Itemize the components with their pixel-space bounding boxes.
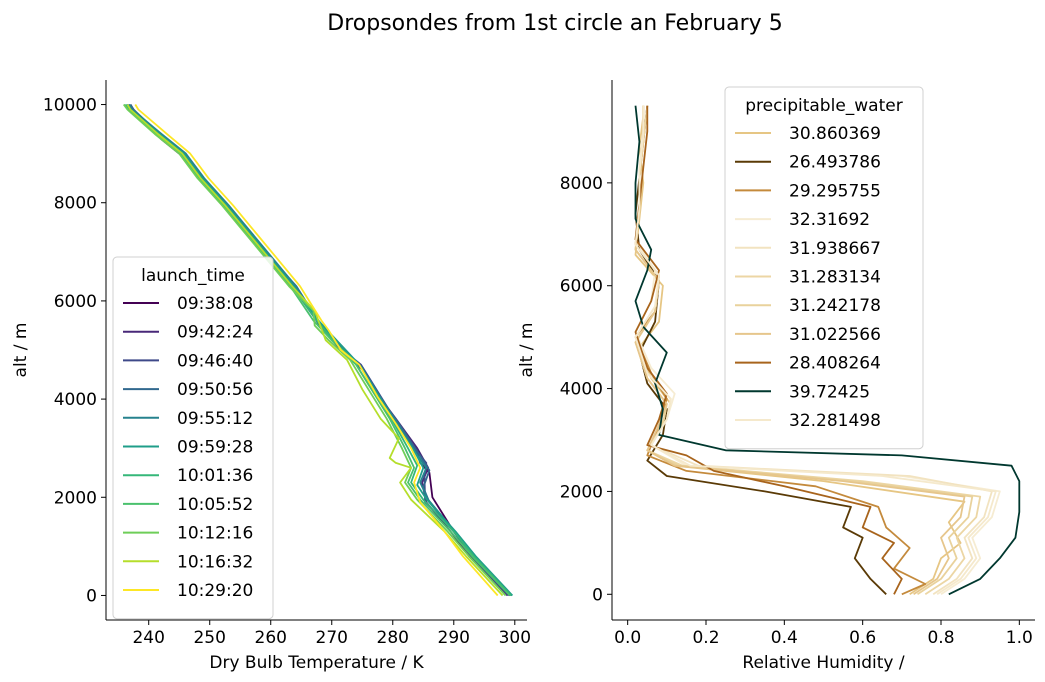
y-tick-label: 2000 [54, 488, 97, 508]
legend-entry: 10:29:20 [177, 581, 253, 601]
y-tick-label: 0 [592, 585, 603, 605]
legend: precipitable_water 30.860369 26.493786 29.2… [724, 86, 924, 450]
legend-title: launch_time [141, 266, 245, 286]
y-tick-label: 0 [86, 586, 97, 606]
x-tick-label: 0.0 [614, 628, 641, 648]
legend-entry: 32.31692 [789, 210, 870, 230]
legend-entry: 28.408264 [789, 354, 881, 374]
series-lines [634, 105, 1021, 596]
x-axis-label: Dry Bulb Temperature / K [209, 653, 424, 673]
legend-entry: 09:46:40 [177, 351, 253, 371]
temperature-panel: 240 250 260 270 280 290 300 0 2000 4000 6000 8000 10… [11, 80, 531, 673]
legend-entry: 10:05:52 [177, 495, 253, 515]
humidity-panel: 0.0 0.2 0.4 0.6 0.8 1.0 0 2000 4000 6000 8000 Relat… [517, 80, 1035, 673]
legend-frame [724, 86, 924, 450]
legend-entry: 09:42:24 [177, 323, 253, 343]
x-tick-label: 0.4 [771, 628, 798, 648]
legend-entry: 31.938667 [789, 239, 881, 259]
series-line-10 [634, 105, 997, 596]
x-tick-label: 250 [193, 628, 225, 648]
y-tick-label: 4000 [54, 390, 97, 410]
legend-entry: 10:16:32 [177, 552, 253, 572]
x-tick-label: 0.8 [927, 628, 954, 648]
x-axis-label: Relative Humidity / [742, 653, 904, 673]
legend-entry: 26.493786 [789, 153, 881, 173]
x-tick-label: 270 [316, 628, 348, 648]
y-axis-label: alt / m [11, 323, 31, 378]
series-line-7 [123, 103, 511, 597]
x-tick-label: 240 [132, 628, 164, 648]
legend-entry: 29.295755 [789, 181, 881, 201]
legend-entry: 31.022566 [789, 325, 881, 345]
series-line-8 [122, 103, 507, 597]
figure-title: Dropsondes from 1st circle an February 5 [327, 11, 782, 36]
y-tick-label: 4000 [560, 380, 603, 400]
x-tick-label: 290 [438, 628, 470, 648]
legend-frame [112, 256, 274, 620]
y-tick-label: 8000 [54, 194, 97, 214]
legend-entry: 31.242178 [789, 296, 881, 316]
legend-entry: 31.283134 [789, 268, 881, 288]
legend-entry: 09:38:08 [177, 294, 253, 314]
y-tick-label: 8000 [560, 174, 603, 194]
y-tick-label: 6000 [560, 277, 603, 297]
legend-title: precipitable_water [745, 96, 902, 116]
legend-entry: 10:01:36 [177, 466, 253, 486]
series-line-9 [126, 104, 504, 597]
y-tick-label: 2000 [560, 482, 603, 502]
x-tick-label: 300 [499, 628, 531, 648]
legend-entry: 10:12:16 [177, 524, 253, 544]
series-line-10 [134, 104, 499, 597]
legend-entry: 09:50:56 [177, 380, 253, 400]
series-lines [122, 103, 514, 597]
series-line-5 [125, 103, 514, 597]
series-line-9 [634, 105, 1021, 596]
legend-entry: 30.860369 [789, 124, 881, 144]
legend-entry: 39.72425 [789, 382, 870, 402]
x-tick-label: 1.0 [1006, 628, 1033, 648]
y-axis-label: alt / m [517, 323, 537, 378]
legend: launch_time 09:38:08 09:42:24 09:46:40 09:50… [112, 256, 274, 620]
x-tick-label: 0.2 [692, 628, 719, 648]
legend-entry: 09:55:12 [177, 409, 253, 429]
legend-entry: 32.281498 [789, 411, 881, 431]
y-tick-label: 6000 [54, 292, 97, 312]
x-tick-label: 0.6 [849, 628, 876, 648]
x-tick-label: 280 [377, 628, 409, 648]
x-tick-label: 260 [255, 628, 287, 648]
y-tick-label: 10000 [43, 96, 97, 116]
legend-entry: 09:59:28 [177, 438, 253, 458]
